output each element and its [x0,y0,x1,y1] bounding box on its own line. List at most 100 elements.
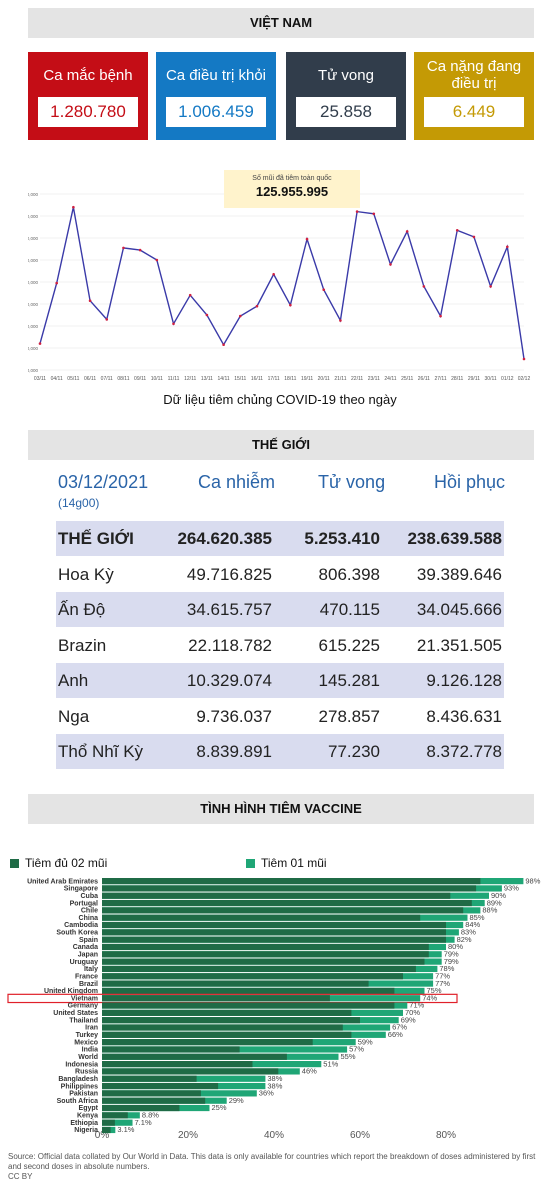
cases-value: 264.620.385 [177,529,272,548]
x-tick-label: 01/12 [501,376,514,382]
total-doses-value: 125.955.995 [255,184,329,199]
total-doses-tooltip: Số mũi đã tiêm toàn quốc 125.955.995 [224,170,360,208]
data-point [389,263,392,266]
x-tick-label: 26/11 [418,376,430,382]
category-label: Brazil [79,981,98,988]
data-label: 38% [267,1081,282,1090]
full-dose-bar [102,1009,352,1016]
col-header-cases: Ca nhiễm [198,472,276,492]
data-label: 67% [392,1023,407,1032]
x-tick-label: 03/11 [34,376,46,382]
cases-value: 10.329.074 [186,671,272,690]
country-row: Ấn Độ 34.615.757 470.115 34.045.666 [56,592,504,627]
x-tick-label: 06/11 [84,376,96,382]
deaths-value: 806.398 [318,564,380,584]
full-dose-bar [102,1097,206,1104]
total-doses-label: Số mũi đã tiêm toàn quốc [252,175,332,182]
full-dose-bar [102,1002,395,1009]
category-label: Kenya [77,1113,98,1120]
data-label: 88% [482,906,497,915]
full-dose-bar [102,1024,343,1031]
full-dose-bar [102,1090,201,1097]
category-label: Germany [68,1003,98,1010]
x-tick-label: 21/11 [334,376,346,382]
x-tick-label: 07/11 [101,376,113,382]
data-point [339,319,342,322]
full-dose-bar [102,973,403,980]
category-label: Uruguay [70,959,99,966]
daily-vaccination-caption: Dữ liệu tiêm chủng COVID-19 theo ngày [163,392,397,407]
x-tick-label: 20% [178,1130,198,1141]
license-text: CC BY [8,1172,33,1181]
data-label: 77% [435,979,450,988]
x-tick-label: 11/11 [168,376,180,382]
data-label: 29% [229,1096,244,1105]
country-row: Nga 9.736.037 278.857 8.436.631 [56,699,504,734]
x-tick-label: 16/11 [251,376,263,382]
data-point [188,293,192,297]
category-label: Vietnam [71,995,98,1002]
stat-card-label: Ca mắc bệnh [43,66,133,84]
x-tick-label: 22/11 [351,376,363,382]
data-label: 71% [409,1001,424,1010]
data-label: 25% [212,1103,227,1112]
data-label: 79% [444,950,459,959]
country-name: Brazin [58,635,107,655]
full-dose-bar [102,1126,111,1134]
y-tick-label: 1,400,000 [28,280,38,285]
country-row: Brazin 22.118.782 615.225 21.351.505 [56,628,504,663]
data-label: 8.8% [142,1111,159,1120]
data-point [172,322,175,326]
world-total-row: THẾ GIỚI 264.620.385 5.253.410 238.639.588 [56,521,504,556]
source-note: Source: Official data collated by Our Wo… [8,1152,548,1182]
category-label: Spain [79,937,98,944]
full-dose-bar [102,943,429,951]
x-tick-label: 18/11 [284,376,296,382]
category-label: Ethiopia [70,1120,98,1127]
category-label: Cuba [81,893,99,900]
full-dose-bar [102,1068,279,1075]
legend-full-dose: Tiêm đủ 02 mũi [10,856,107,870]
stat-card-label: Tử vong [318,66,374,84]
full-dose-bar [102,929,446,936]
x-tick-label: 28/11 [451,376,463,382]
data-point [155,258,159,262]
full-dose-bar [102,980,369,987]
full-dose-bar [102,1119,115,1126]
world-section-header: THẾ GIỚI [28,430,534,460]
country-row: Thổ Nhĩ Kỳ 8.839.891 77.230 8.372.778 [56,734,504,769]
cases-value: 49.716.825 [186,564,272,584]
category-label: World [78,1054,98,1061]
x-tick-label: 24/11 [384,376,396,382]
category-label: Iran [85,1025,98,1032]
x-tick-label: 05/11 [67,376,79,382]
legend-one-label: Tiêm 01 mũi [261,856,327,870]
cases-value: 9.736.037 [196,706,272,726]
deaths-value: 278.857 [318,706,380,726]
category-label: Japan [78,952,98,959]
data-label: 46% [302,1067,317,1076]
full-dose-bar [102,958,425,965]
x-tick-label: 08/11 [117,376,129,382]
data-label: 74% [422,993,437,1002]
data-point [372,212,376,216]
data-point [222,343,225,346]
deaths-value: 77.230 [328,742,380,761]
data-point [455,229,459,232]
data-label: 51% [323,1059,338,1068]
data-point [205,313,209,317]
country-name: THẾ GIỚI [58,529,134,548]
full-dose-bar [102,885,477,892]
recovered-value: 21.351.505 [416,635,502,655]
country-name: Hoa Kỳ [58,564,114,584]
x-tick-label: 14/11 [218,376,230,382]
data-point [72,205,75,209]
stat-card: Ca điều trị khỏi 1.006.459 [156,52,276,140]
data-point [255,304,259,308]
data-label: 3.1% [117,1125,134,1134]
full-dose-bar [102,1039,313,1046]
data-point [439,314,442,318]
one-dose-bar [102,1119,133,1126]
data-label: 84% [465,920,480,929]
data-label: 70% [405,1008,420,1017]
